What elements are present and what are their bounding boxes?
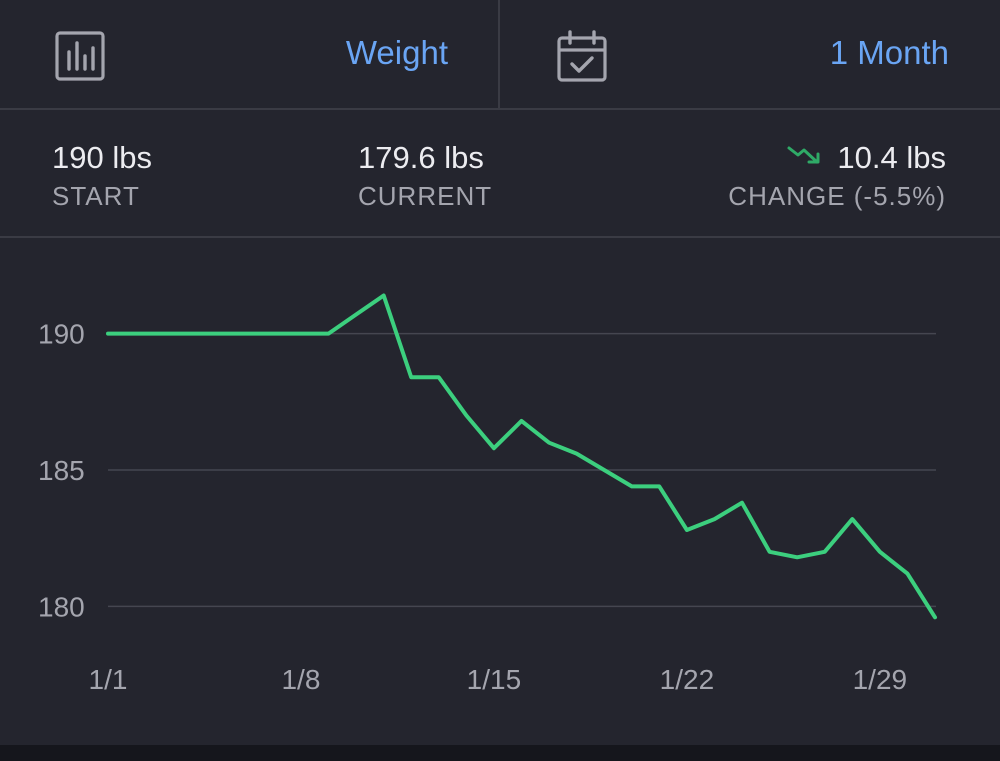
bottom-strip xyxy=(0,745,1000,761)
y-tick-label: 190 xyxy=(38,319,85,350)
time-range-label: 1 Month xyxy=(829,34,949,71)
x-tick-label: 1/1 xyxy=(89,664,128,695)
current-value: 179.6 lbs xyxy=(358,140,484,175)
trend-down-icon xyxy=(787,140,825,176)
stat-change: 10.4 lbs CHANGE (-5.5%) xyxy=(728,140,946,212)
stat-current: 179.6 lbs CURRENT xyxy=(358,140,492,212)
bar-chart-icon xyxy=(54,30,106,87)
metric-label: Weight xyxy=(345,34,448,71)
weight-series-line xyxy=(106,293,937,620)
y-tick-label: 180 xyxy=(38,591,85,622)
weight-chart: 180 185 190 1/1 1/8 1/15 1/22 1/29 xyxy=(0,240,1000,745)
metric-selector[interactable]: Weight xyxy=(0,0,498,108)
x-tick-label: 1/15 xyxy=(467,664,522,695)
calendar-check-icon xyxy=(556,30,608,89)
current-label: CURRENT xyxy=(358,181,493,211)
time-range-selector[interactable]: 1 Month xyxy=(500,0,1000,108)
change-value: 10.4 lbs xyxy=(837,140,946,175)
x-tick-label: 1/29 xyxy=(853,664,908,695)
weight-line-chart: 180 185 190 1/1 1/8 1/15 1/22 1/29 xyxy=(38,293,937,695)
stat-start: 190 lbs START xyxy=(52,140,152,212)
x-tick-label: 1/8 xyxy=(281,664,320,695)
start-value: 190 lbs xyxy=(52,140,152,175)
change-label: CHANGE (-5.5%) xyxy=(728,181,946,211)
top-bar-divider xyxy=(498,0,500,108)
start-label: START xyxy=(52,181,140,211)
stats-row: 190 lbs START 179.6 lbs CURRENT 10.4 lbs… xyxy=(0,110,1000,238)
x-tick-label: 1/22 xyxy=(660,664,715,695)
top-bar: Weight 1 Month xyxy=(0,0,1000,110)
y-tick-label: 185 xyxy=(38,455,85,486)
